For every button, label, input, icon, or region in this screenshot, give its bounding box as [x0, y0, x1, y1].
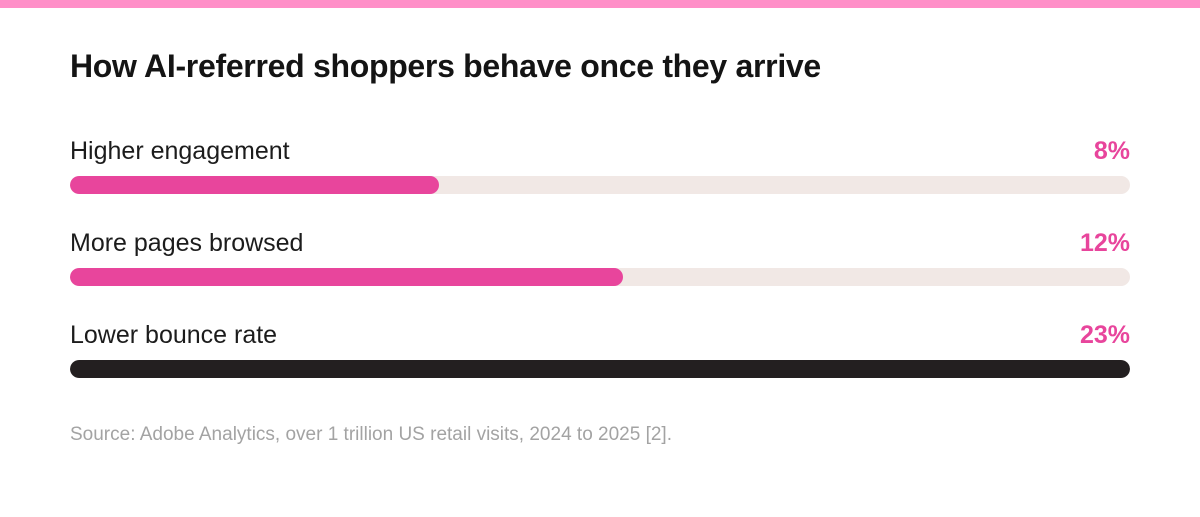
bar-row: Higher engagement 8% [70, 136, 1130, 228]
top-accent-stripe [0, 0, 1200, 8]
bar-value-label: 23% [1079, 321, 1130, 349]
bar-fill [70, 360, 1130, 378]
bar-label: Higher engagement [70, 137, 290, 165]
bar-track [70, 268, 1130, 286]
bar-fill [70, 268, 624, 286]
bar-track [70, 176, 1130, 194]
chart-title: How AI-referred shoppers behave once the… [70, 48, 821, 84]
bar-label: More pages browsed [70, 229, 304, 257]
bar-rows: Higher engagement 8% More pages browsed 12%… [70, 136, 1130, 412]
bar-row: More pages browsed 12% [70, 228, 1130, 320]
bar-label: Lower bounce rate [70, 321, 278, 349]
source-note: Source: Adobe Analytics, over 1 trillion… [70, 424, 672, 445]
bar-row: Lower bounce rate 23% [70, 320, 1130, 412]
bar-track [70, 360, 1130, 378]
bar-value-label: 8% [1093, 137, 1130, 165]
bar-fill [70, 176, 439, 194]
bar-value-label: 12% [1079, 229, 1130, 257]
